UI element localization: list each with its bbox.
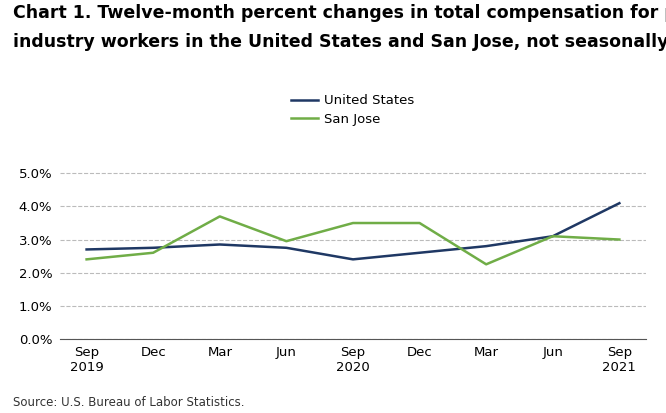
Text: Chart 1. Twelve-month percent changes in total compensation for private: Chart 1. Twelve-month percent changes in… <box>13 4 666 22</box>
Legend: United States, San Jose: United States, San Jose <box>286 89 420 131</box>
Text: industry workers in the United States and San Jose, not seasonally adjusted: industry workers in the United States an… <box>13 33 666 51</box>
Text: Source: U.S. Bureau of Labor Statistics.: Source: U.S. Bureau of Labor Statistics. <box>13 396 245 409</box>
